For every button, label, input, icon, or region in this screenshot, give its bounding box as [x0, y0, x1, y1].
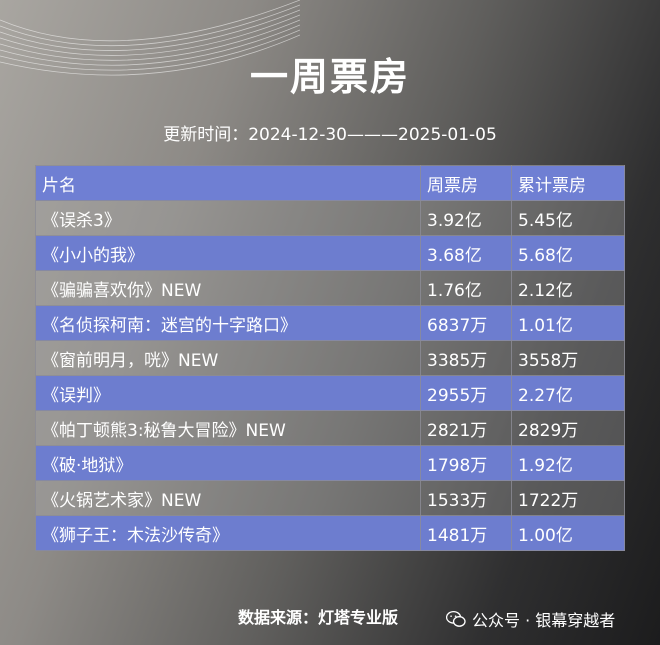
film-name: 《帕丁顿熊3:秘鲁大冒险》NEW — [35, 410, 421, 446]
film-name: 《窗前明月，咣》NEW — [35, 340, 421, 376]
film-name: 《破·地狱》 — [35, 445, 421, 481]
box-office-table: 片名 周票房 累计票房 《误杀3》 3.92亿 5.45亿 《小小的我》 3.6… — [35, 165, 625, 551]
table-row: 《小小的我》 3.68亿 5.68亿 — [35, 235, 625, 271]
total-box-office: 1.92亿 — [511, 445, 625, 481]
weekly-box-office: 1.76亿 — [420, 270, 512, 306]
header-weekly-box-office: 周票房 — [420, 165, 512, 201]
total-box-office: 2.12亿 — [511, 270, 625, 306]
wechat-account-label: 公众号 · 银幕穿越者 — [472, 611, 616, 630]
wechat-account: 公众号 · 银幕穿越者 — [446, 607, 615, 631]
total-box-office: 1.00亿 — [511, 515, 625, 551]
film-name: 《误杀3》 — [35, 200, 421, 236]
table-row: 《破·地狱》 1798万 1.92亿 — [35, 445, 625, 481]
wechat-icon — [446, 610, 466, 627]
film-name: 《骗骗喜欢你》NEW — [35, 270, 421, 306]
total-box-office: 3558万 — [511, 340, 625, 376]
update-time: 更新时间：2024-12-30———2025-01-05 — [163, 125, 497, 145]
weekly-box-office: 3385万 — [420, 340, 512, 376]
film-name: 《狮子王：木法沙传奇》 — [35, 515, 421, 551]
table-row: 《火锅艺术家》NEW 1533万 1722万 — [35, 480, 625, 516]
data-source: 数据来源：灯塔专业版 — [238, 608, 399, 627]
total-box-office: 1722万 — [511, 480, 625, 516]
film-name: 《名侦探柯南：迷宫的十字路口》 — [35, 305, 421, 341]
weekly-box-office: 1798万 — [420, 445, 512, 481]
table-row: 《误杀3》 3.92亿 5.45亿 — [35, 200, 625, 236]
total-box-office: 2829万 — [511, 410, 625, 446]
table-row: 《帕丁顿熊3:秘鲁大冒险》NEW 2821万 2829万 — [35, 410, 625, 446]
film-name: 《误判》 — [35, 375, 421, 411]
weekly-box-office: 2821万 — [420, 410, 512, 446]
table-row: 《误判》 2955万 2.27亿 — [35, 375, 625, 411]
weekly-box-office: 6837万 — [420, 305, 512, 341]
weekly-box-office: 2955万 — [420, 375, 512, 411]
table-row: 《窗前明月，咣》NEW 3385万 3558万 — [35, 340, 625, 376]
table-header-row: 片名 周票房 累计票房 — [35, 165, 625, 201]
header-total-box-office: 累计票房 — [511, 165, 625, 201]
header-film-name: 片名 — [35, 165, 421, 201]
total-box-office: 1.01亿 — [511, 305, 625, 341]
total-box-office: 2.27亿 — [511, 375, 625, 411]
table-row: 《名侦探柯南：迷宫的十字路口》 6837万 1.01亿 — [35, 305, 625, 341]
table-row: 《骗骗喜欢你》NEW 1.76亿 2.12亿 — [35, 270, 625, 306]
film-name: 《火锅艺术家》NEW — [35, 480, 421, 516]
table-row: 《狮子王：木法沙传奇》 1481万 1.00亿 — [35, 515, 625, 551]
total-box-office: 5.68亿 — [511, 235, 625, 271]
weekly-box-office: 1533万 — [420, 480, 512, 516]
page-title: 一周票房 — [249, 55, 410, 99]
weekly-box-office: 1481万 — [420, 515, 512, 551]
weekly-box-office: 3.68亿 — [420, 235, 512, 271]
total-box-office: 5.45亿 — [511, 200, 625, 236]
film-name: 《小小的我》 — [35, 235, 421, 271]
weekly-box-office: 3.92亿 — [420, 200, 512, 236]
